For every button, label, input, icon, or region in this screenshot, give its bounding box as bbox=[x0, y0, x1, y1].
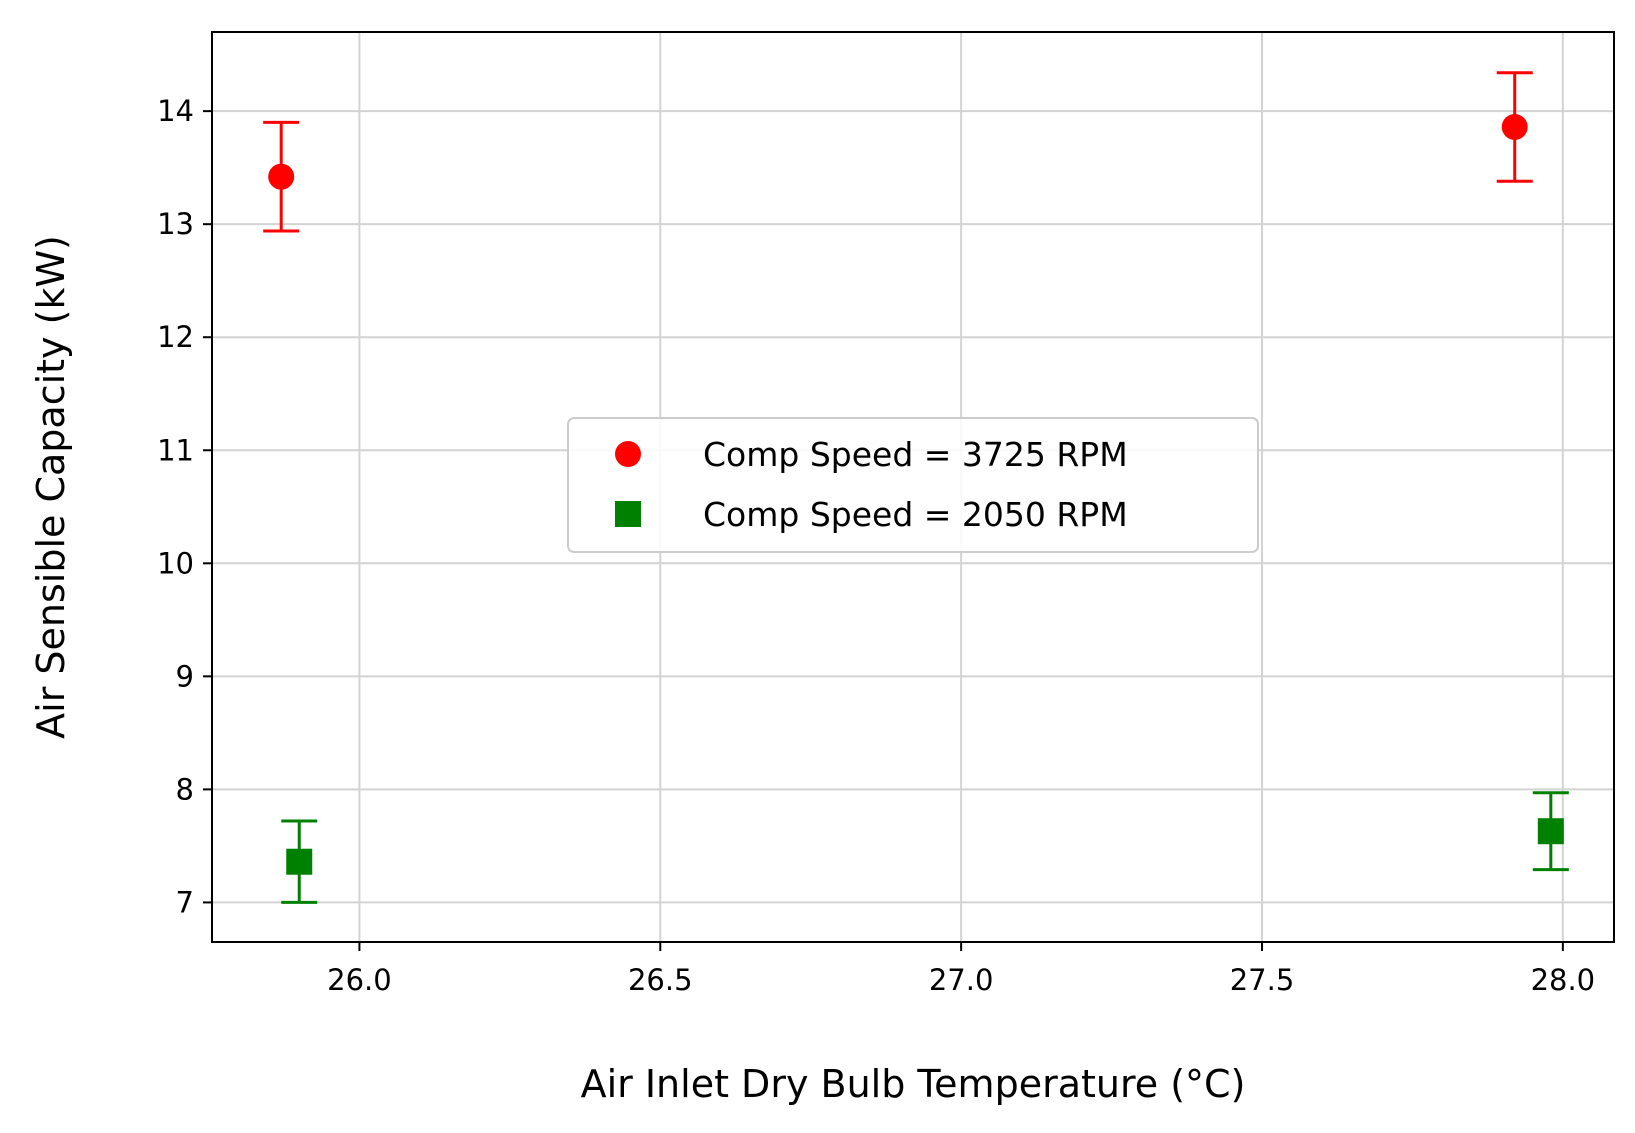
y-tick-label: 12 bbox=[157, 320, 194, 354]
legend-label: Comp Speed = 3725 RPM bbox=[703, 435, 1128, 474]
legend-marker-circle bbox=[615, 441, 641, 467]
red-series-point bbox=[268, 163, 295, 190]
y-tick-label: 7 bbox=[176, 885, 194, 919]
y-tick-label: 10 bbox=[157, 546, 194, 580]
grid bbox=[212, 32, 1614, 942]
legend-label: Comp Speed = 2050 RPM bbox=[703, 495, 1128, 534]
y-axis-label: Air Sensible Capacity (kW) bbox=[29, 235, 73, 739]
green-series-point bbox=[1537, 818, 1564, 845]
x-tick-label: 26.5 bbox=[628, 963, 693, 997]
y-tick-label: 11 bbox=[157, 433, 194, 467]
green-series-point bbox=[286, 848, 313, 875]
axis-ticks: 26.0 26.5 27.0 27.5 28.0 7 8 9 10 11 12 13 14 bbox=[157, 94, 1595, 997]
x-axis-label: Air Inlet Dry Bulb Temperature (°C) bbox=[581, 1062, 1246, 1106]
x-tick-label: 26.0 bbox=[327, 963, 392, 997]
legend-marker-square bbox=[615, 501, 641, 527]
x-tick-label: 27.0 bbox=[929, 963, 994, 997]
y-tick-label: 13 bbox=[157, 207, 194, 241]
legend-box bbox=[567, 417, 1259, 553]
y-tick-label: 8 bbox=[176, 772, 194, 806]
legend: Comp Speed = 3725 RPM Comp Speed = 2050 R… bbox=[567, 417, 1259, 553]
plot-frame bbox=[211, 31, 1615, 943]
x-tick-label: 28.0 bbox=[1531, 963, 1596, 997]
red-series-point bbox=[1501, 113, 1528, 140]
y-tick-label: 9 bbox=[176, 659, 194, 693]
y-tick-label: 14 bbox=[157, 94, 194, 128]
chart-marks bbox=[263, 71, 1569, 904]
x-tick-label: 27.5 bbox=[1230, 963, 1295, 997]
